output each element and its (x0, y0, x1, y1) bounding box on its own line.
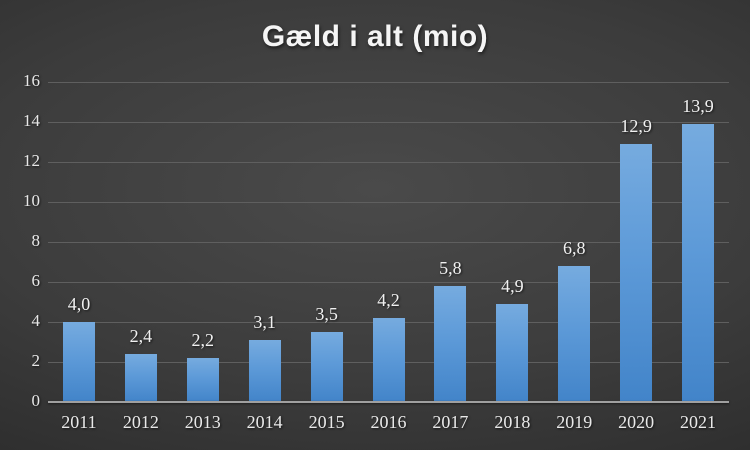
bar-2013 (186, 358, 219, 402)
bar-2018 (496, 304, 529, 402)
bar-2014 (248, 340, 281, 402)
bar-value-label: 12,9 (620, 116, 652, 136)
plot-area: 0 2 4 6 8 10 12 14 16 4,0 2011 2,4 2012 2,2 2013 3,1 201… (23, 71, 729, 432)
bar-value-label: 4,2 (377, 290, 400, 310)
x-axis-category-label: 2019 (556, 412, 593, 432)
x-axis-category-label: 2012 (122, 412, 159, 432)
y-axis-tick-label: 2 (31, 351, 41, 370)
bar-2011 (62, 322, 95, 402)
x-axis-line (48, 401, 729, 403)
y-axis-tick-label: 4 (31, 311, 41, 330)
bar-2017 (434, 286, 467, 402)
bar-2015 (310, 332, 343, 402)
bar-value-label: 2,2 (191, 330, 215, 350)
bar-value-label: 4,0 (67, 294, 91, 314)
x-axis-category-label: 2021 (680, 412, 717, 432)
x-axis-category-label: 2015 (308, 412, 345, 432)
x-axis-category-label: 2013 (184, 412, 221, 432)
x-axis-category-label: 2011 (61, 412, 97, 432)
x-axis-category-label: 2018 (494, 412, 531, 432)
bar-2021 (682, 124, 715, 402)
bar-2020 (620, 144, 653, 402)
y-axis-tick-label: 16 (23, 71, 40, 90)
x-axis-category-label: 2020 (618, 412, 655, 432)
gridline-y-6 (48, 281, 729, 283)
y-axis-tick-label: 6 (31, 271, 41, 290)
gridline-y-10 (48, 201, 729, 203)
gridline-y-8 (48, 241, 729, 243)
gridline-y-16 (48, 81, 729, 83)
x-axis-category-label: 2016 (370, 412, 407, 432)
bar-value-label: 4,9 (501, 276, 524, 296)
bar-2019 (558, 266, 591, 402)
bar-value-label: 13,9 (682, 96, 714, 116)
y-axis-tick-label: 10 (23, 191, 40, 210)
bar-2016 (372, 318, 405, 402)
gridline-y-12 (48, 161, 729, 163)
gridline-y-14 (48, 121, 729, 123)
y-axis-tick-label: 14 (23, 111, 40, 130)
x-axis-category-label: 2014 (246, 412, 283, 432)
bar-value-label: 3,5 (315, 304, 338, 324)
y-axis-tick-label: 0 (31, 391, 41, 410)
bar-value-label: 5,8 (439, 258, 462, 278)
bar-2012 (124, 354, 157, 402)
x-axis-category-label: 2017 (432, 412, 469, 432)
bar-value-label: 6,8 (562, 238, 586, 258)
y-axis-tick-label: 12 (23, 151, 40, 170)
bar-value-label: 3,1 (253, 312, 276, 332)
y-axis-tick-label: 8 (31, 231, 41, 250)
chart-title: Gæld i alt (mio) (261, 20, 489, 53)
bar-value-label: 2,4 (129, 326, 153, 346)
